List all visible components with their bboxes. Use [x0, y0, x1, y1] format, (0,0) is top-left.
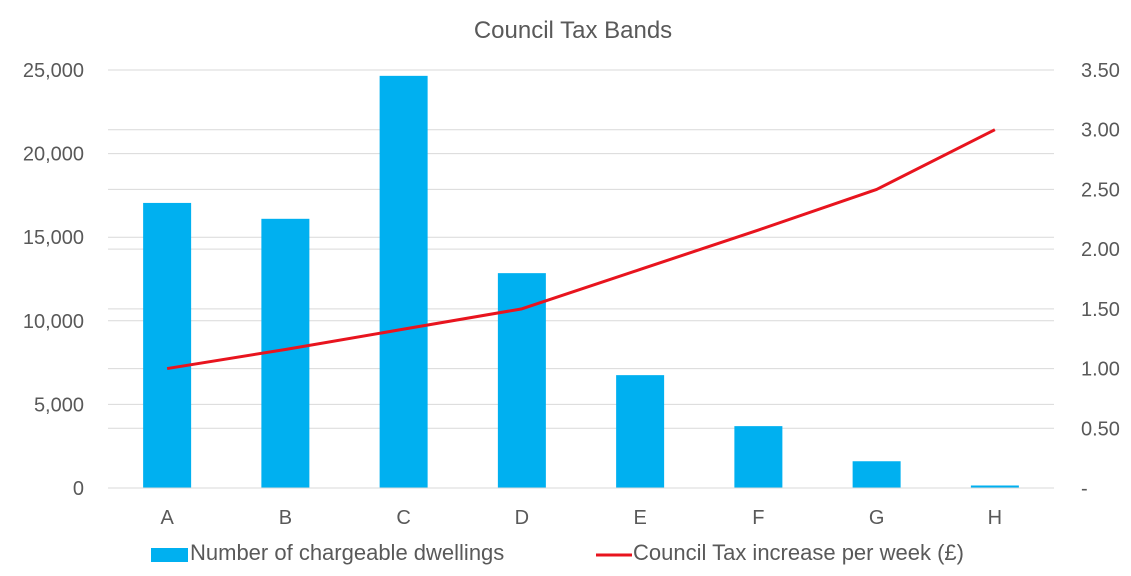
x-axis-tick-label: G	[869, 507, 885, 529]
chart-title: Council Tax Bands	[474, 17, 672, 44]
bar-D	[498, 273, 546, 488]
bar-series	[143, 76, 1019, 488]
x-axis-tick-label: C	[396, 507, 410, 529]
left-axis-tick-label: 25,000	[23, 60, 84, 82]
right-axis-tick-label: 2.50	[1081, 179, 1120, 201]
right-axis-tick-label: 2.00	[1081, 239, 1120, 261]
legend-label-tax-increase: Council Tax increase per week (£)	[633, 540, 964, 565]
x-axis-tick-label: A	[160, 507, 174, 529]
right-axis-tick-label: 1.00	[1081, 359, 1120, 381]
legend-label-dwellings: Number of chargeable dwellings	[190, 540, 504, 565]
bar-A	[143, 203, 191, 488]
bar-G	[853, 461, 901, 488]
right-axis-tick-label: -	[1081, 478, 1088, 500]
x-axis: A B C D E F G H	[108, 488, 1054, 529]
right-axis-tick-label: 1.50	[1081, 299, 1120, 321]
bar-C	[380, 76, 428, 488]
left-axis-tick-label: 20,000	[23, 144, 84, 166]
x-axis-tick-label: E	[633, 507, 646, 529]
x-axis-tick-label: F	[752, 507, 764, 529]
left-axis-tick-label: 10,000	[23, 311, 84, 333]
x-axis-tick-label: H	[988, 507, 1002, 529]
left-axis-tick-label: 15,000	[23, 227, 84, 249]
left-axis: 0 5,000 10,000 15,000 20,000 25,000	[23, 60, 84, 500]
right-axis-tick-label: 0.50	[1081, 418, 1120, 440]
legend: Number of chargeable dwellings Council Ta…	[151, 540, 964, 565]
right-axis-tick-label: 3.00	[1081, 120, 1120, 142]
left-axis-tick-label: 0	[73, 478, 84, 500]
bar-F	[734, 426, 782, 488]
bar-E	[616, 375, 664, 488]
x-axis-tick-label: D	[515, 507, 529, 529]
right-axis: - 0.50 1.00 1.50 2.00 2.50 3.00 3.50	[1081, 60, 1120, 500]
right-axis-tick-label: 3.50	[1081, 60, 1120, 82]
x-axis-tick-label: B	[279, 507, 292, 529]
left-axis-tick-label: 5,000	[34, 394, 84, 416]
legend-swatch-dwellings	[151, 548, 188, 562]
gridlines	[108, 70, 1054, 428]
